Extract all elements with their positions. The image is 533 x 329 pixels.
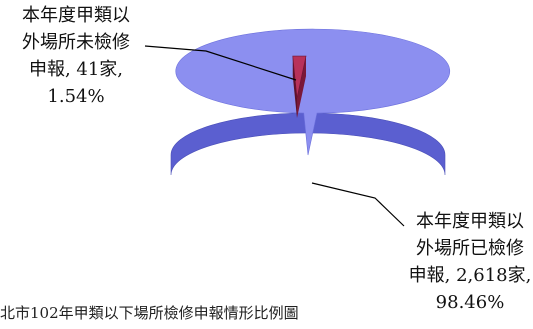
chart-caption: 北市102年甲類以下場所檢修申報情形比例圖: [0, 304, 299, 322]
slice-label-line: 98.46%: [435, 292, 505, 313]
slice-label-line: 1.54%: [47, 86, 105, 107]
slice-label-line: 外場所未檢修: [22, 32, 130, 53]
pie-slice-side-not-declared: [297, 56, 307, 118]
slice-label-not-declared: 本年度甲類以 外場所未檢修 申報, 41家, 1.54%: [2, 2, 150, 110]
leader-line-declared: [311, 182, 405, 227]
slice-label-line: 本年度甲類以: [416, 211, 524, 232]
slice-label-line: 申報, 2,618家,: [408, 265, 532, 286]
slice-label-line: 外場所已檢修: [416, 238, 524, 259]
pie-slice-declared: [175, 28, 451, 156]
pie-slice-not-declared: [292, 55, 307, 99]
slice-label-line: 本年度甲類以: [22, 5, 130, 26]
slice-label-line: 申報, 41家,: [28, 59, 124, 80]
leader-line-not-declared: [144, 45, 297, 81]
pie-slice-side-declared: [170, 112, 446, 176]
slice-label-declared: 本年度甲類以 外場所已檢修 申報, 2,618家, 98.46%: [396, 208, 533, 316]
pie-slice-side2-not-declared: [292, 56, 297, 118]
